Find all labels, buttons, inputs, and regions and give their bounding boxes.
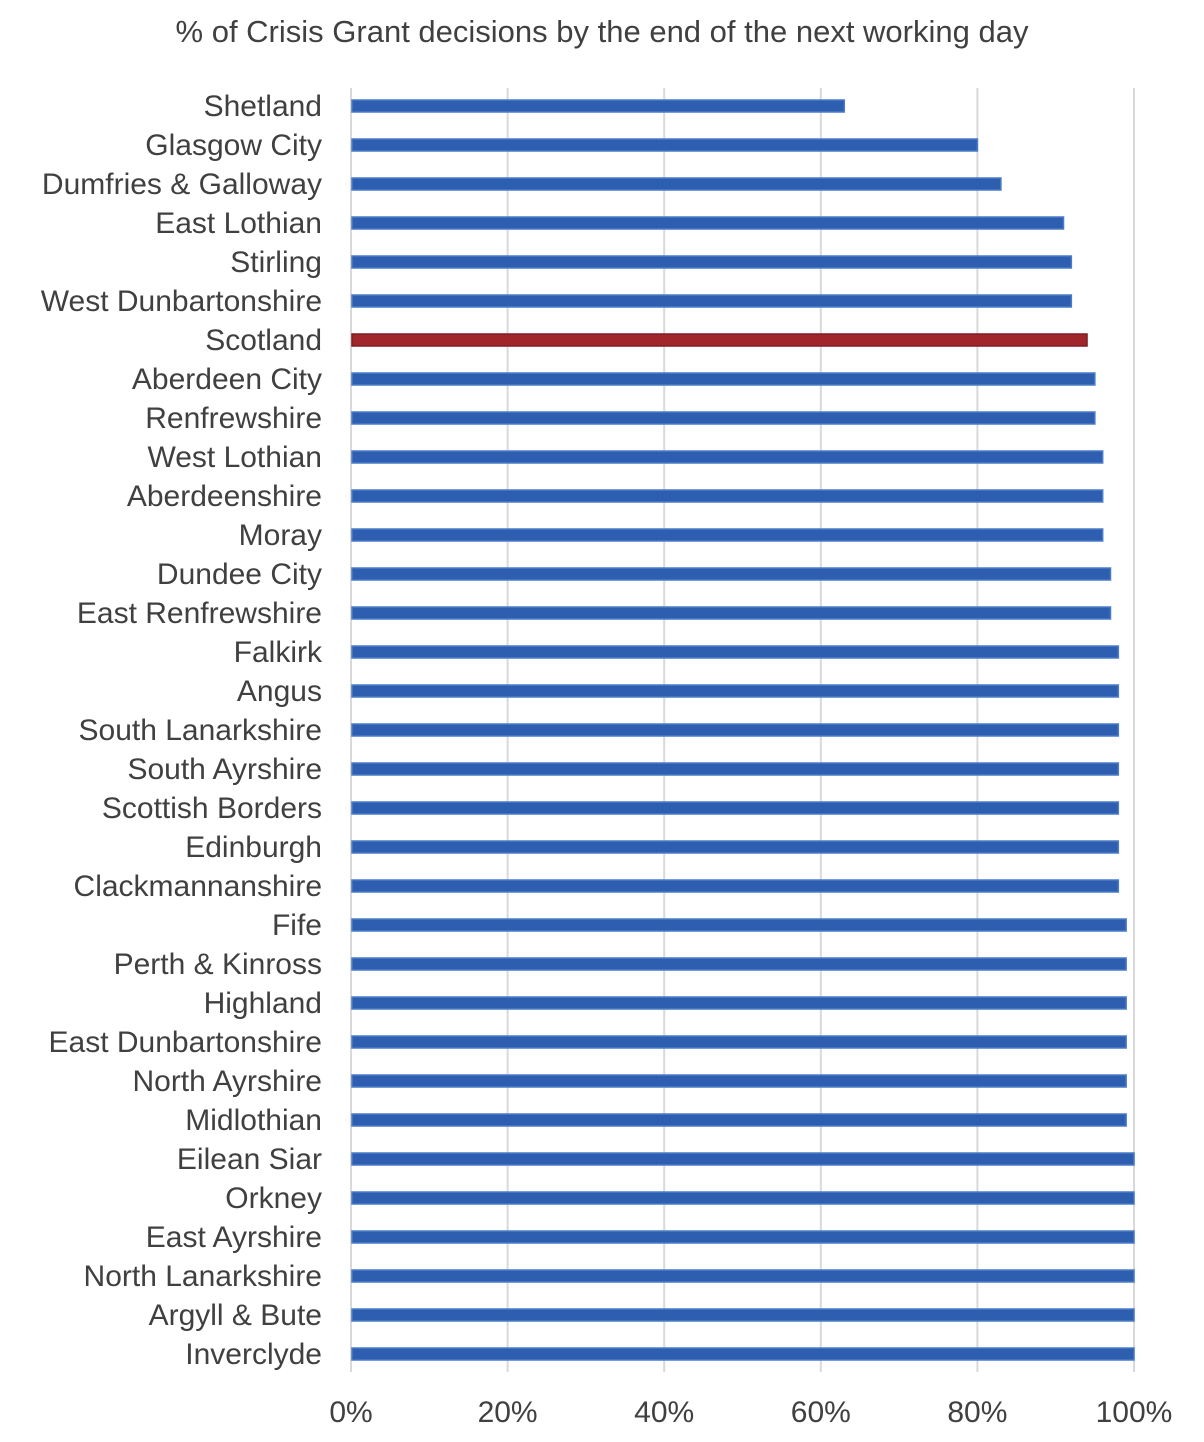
bar <box>351 1230 1135 1244</box>
bar <box>351 177 1002 191</box>
bar <box>351 1308 1135 1322</box>
x-tick-label: 0% <box>329 1396 372 1429</box>
bar <box>351 684 1120 698</box>
bar <box>351 1152 1135 1166</box>
bar <box>351 567 1112 581</box>
category-label: Inverclyde <box>185 1338 322 1371</box>
category-label: East Renfrewshire <box>77 597 322 630</box>
category-label: North Lanarkshire <box>84 1260 322 1293</box>
bar <box>351 411 1096 425</box>
category-label: Renfrewshire <box>145 402 322 435</box>
bar <box>351 294 1073 308</box>
category-label: Shetland <box>204 90 322 123</box>
x-tick-label: 100% <box>1096 1396 1173 1429</box>
category-label: Highland <box>204 987 322 1020</box>
category-label: Glasgow City <box>145 129 322 162</box>
category-label: Orkney <box>225 1182 322 1215</box>
bar <box>351 762 1120 776</box>
bar <box>351 996 1127 1010</box>
bar <box>351 99 846 113</box>
category-label: North Ayrshire <box>132 1065 322 1098</box>
bar <box>351 606 1112 620</box>
bar <box>351 723 1120 737</box>
category-label: South Ayrshire <box>127 753 322 786</box>
category-label: East Lothian <box>155 207 322 240</box>
category-label: Scotland <box>205 324 322 357</box>
category-label: Argyll & Bute <box>149 1299 322 1332</box>
category-label: South Lanarkshire <box>79 714 323 747</box>
bar <box>351 645 1120 659</box>
bar <box>351 840 1120 854</box>
x-axis-ticks: 0% 20% 40% 60% 80% 100% <box>329 1396 1172 1429</box>
x-tick-label: 40% <box>634 1396 694 1429</box>
category-label: Clackmannanshire <box>74 870 322 903</box>
bar <box>351 1035 1127 1049</box>
category-label: West Dunbartonshire <box>41 285 322 318</box>
category-label: West Lothian <box>147 441 322 474</box>
category-label: Eilean Siar <box>177 1143 322 1176</box>
category-label: Perth & Kinross <box>114 948 322 981</box>
bar <box>351 216 1065 230</box>
x-tick-label: 80% <box>947 1396 1007 1429</box>
bar <box>351 879 1120 893</box>
bar <box>351 918 1127 932</box>
bar <box>351 1191 1135 1205</box>
bar <box>351 372 1096 386</box>
bar-highlight <box>351 333 1088 347</box>
category-label: Moray <box>239 519 322 552</box>
category-labels: Shetland Glasgow City Dumfries & Galloway E… <box>41 90 323 1371</box>
category-label: Falkirk <box>234 636 323 669</box>
bar <box>351 1269 1135 1283</box>
x-tick-label: 20% <box>478 1396 538 1429</box>
bar <box>351 255 1073 269</box>
bar <box>351 1113 1127 1127</box>
category-label: Edinburgh <box>185 831 322 864</box>
category-label: Midlothian <box>185 1104 322 1137</box>
category-label: Scottish Borders <box>102 792 322 825</box>
category-label: Dumfries & Galloway <box>42 168 322 201</box>
category-label: East Dunbartonshire <box>49 1026 323 1059</box>
category-label: Dundee City <box>157 558 322 591</box>
category-label: Angus <box>237 675 322 708</box>
category-label: Aberdeenshire <box>127 480 322 513</box>
bar <box>351 138 979 152</box>
category-label: Stirling <box>230 246 322 279</box>
bar <box>351 1347 1135 1361</box>
bar <box>351 957 1127 971</box>
bar <box>351 450 1104 464</box>
bar <box>351 801 1120 815</box>
category-label: East Ayrshire <box>146 1221 322 1254</box>
bar <box>351 489 1104 503</box>
bar <box>351 1074 1127 1088</box>
x-tick-label: 60% <box>791 1396 851 1429</box>
chart-title: % of Crisis Grant decisions by the end o… <box>175 14 1029 49</box>
bar <box>351 528 1104 542</box>
category-label: Fife <box>272 909 322 942</box>
category-label: Aberdeen City <box>132 363 322 396</box>
bars <box>351 99 1135 1361</box>
